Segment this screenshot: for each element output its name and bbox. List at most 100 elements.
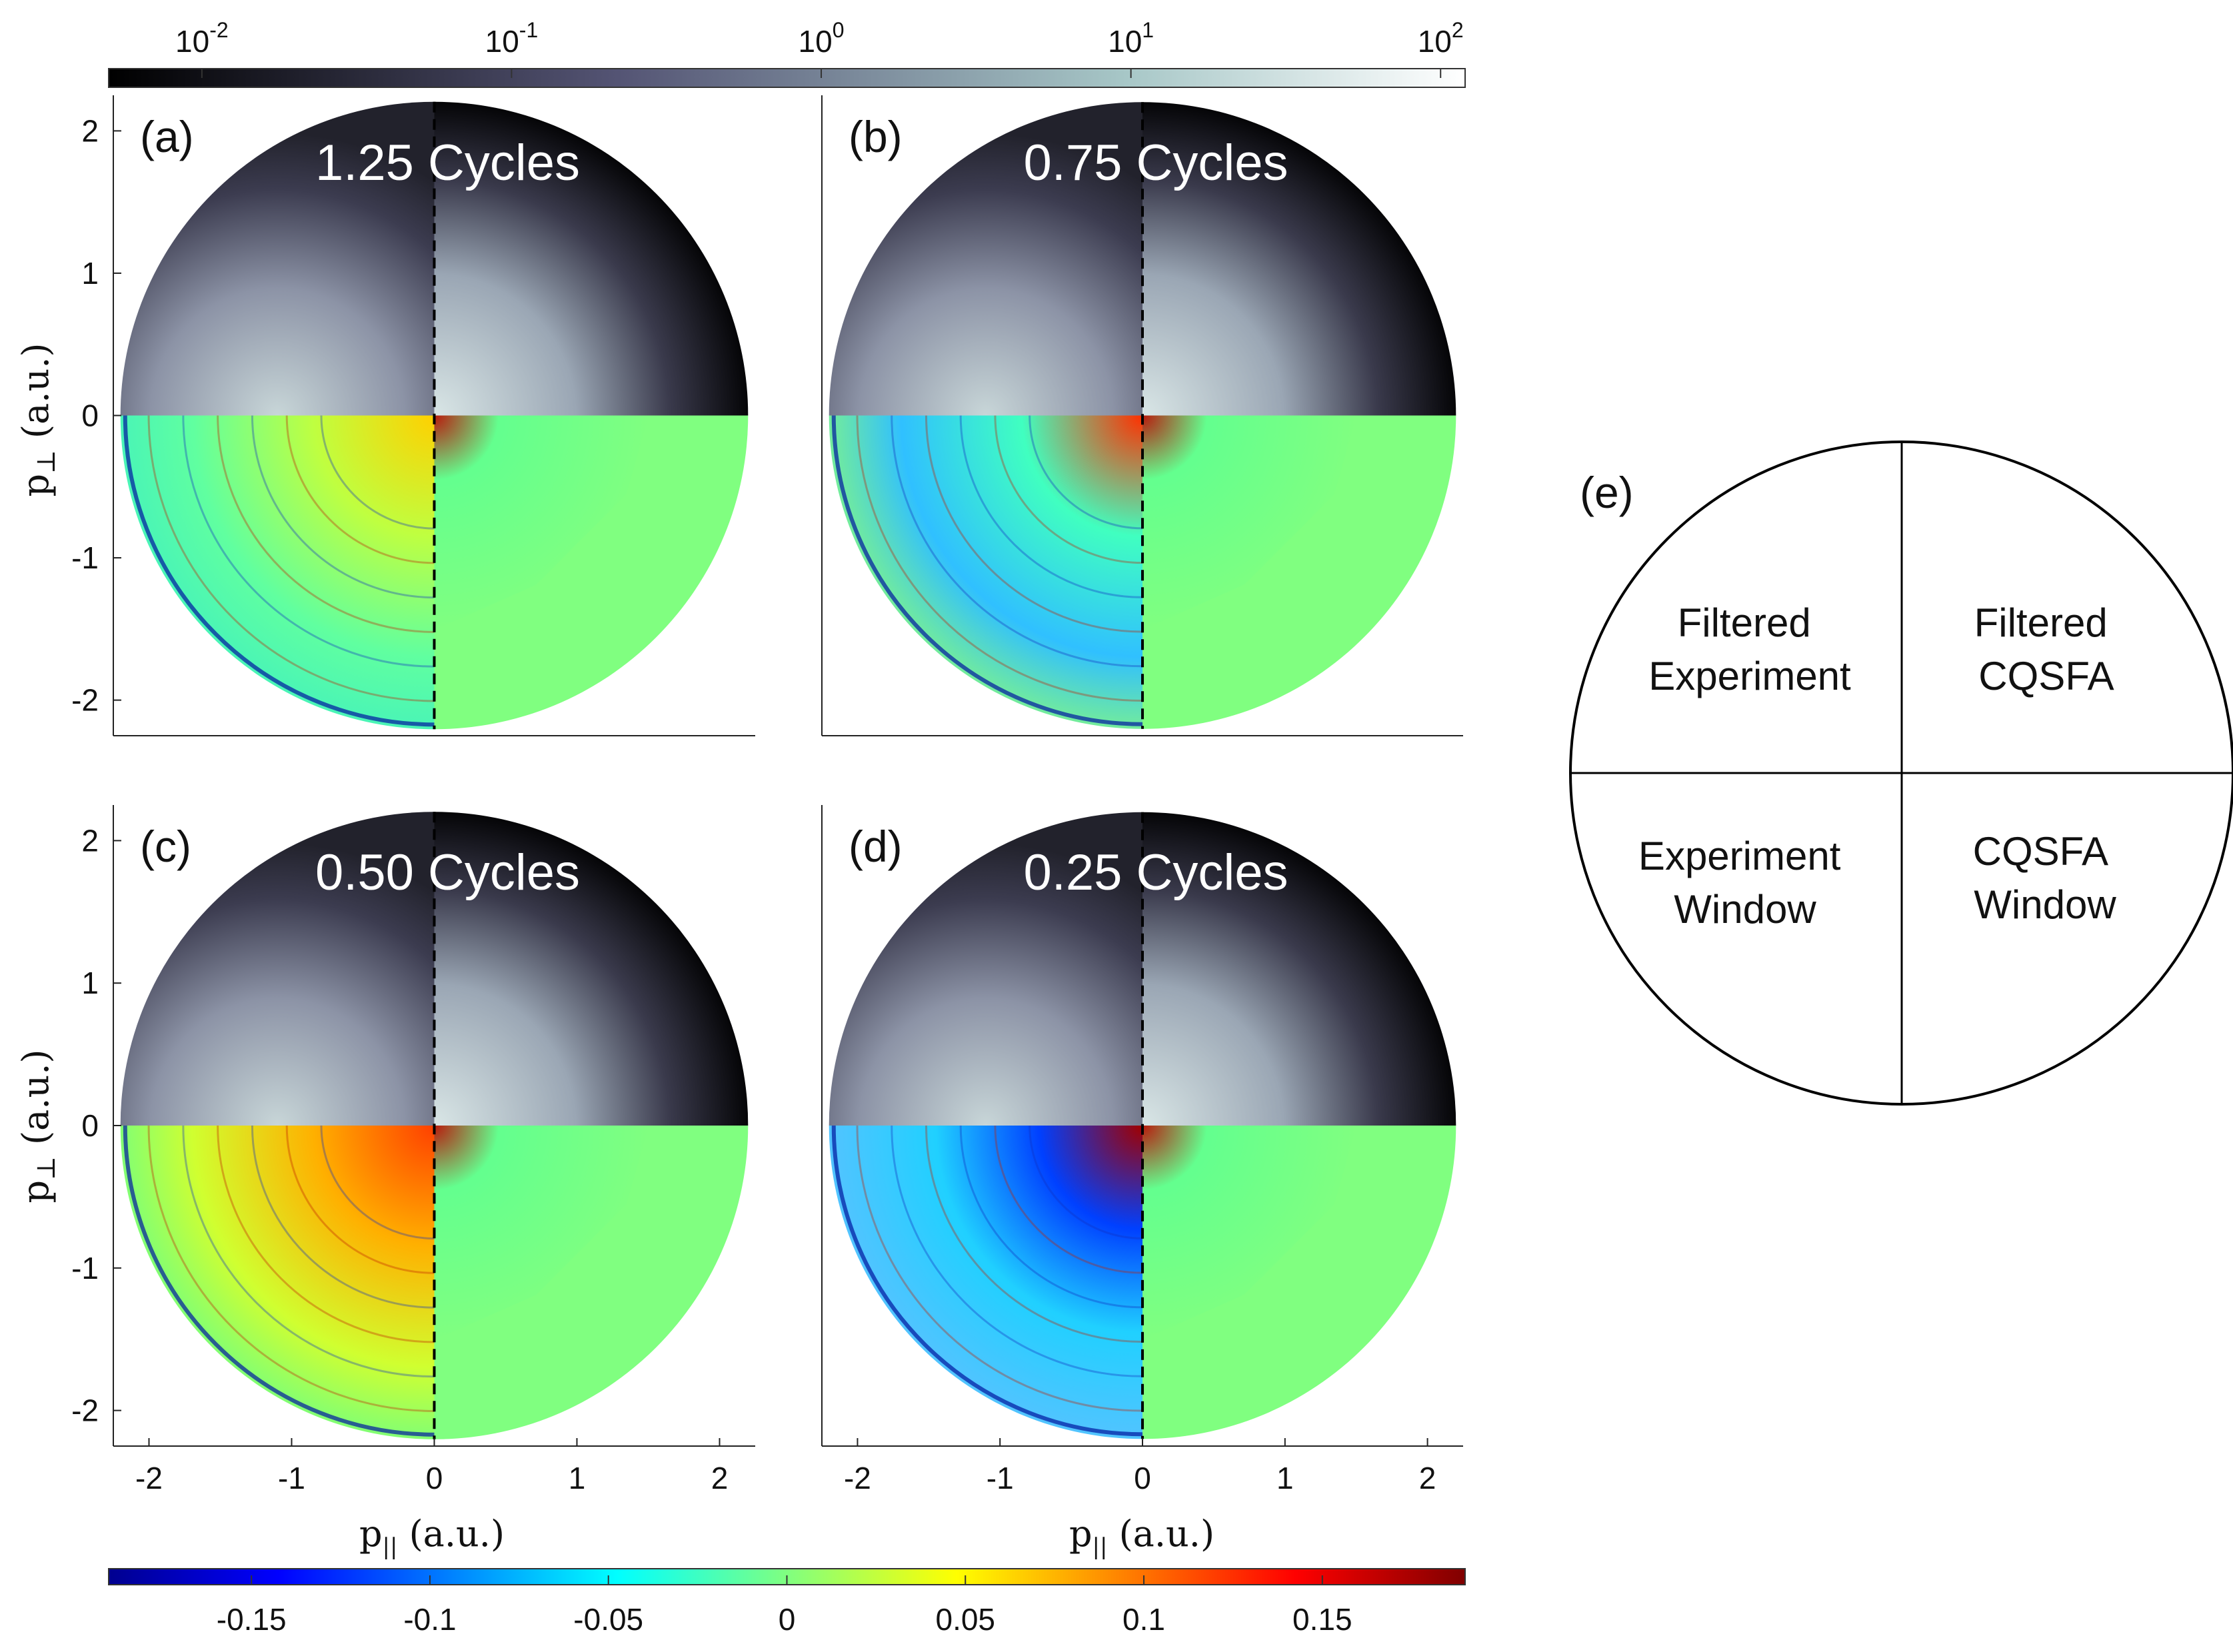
quadrant-cqsfa-window-feature xyxy=(434,415,649,630)
quadrant-filtered-cqsfa xyxy=(1142,102,1456,416)
xlabel-left-sub: || xyxy=(383,1533,398,1560)
fringe-ring xyxy=(251,415,435,599)
quadrant-filtered-experiment xyxy=(829,102,1142,416)
fringe-ring xyxy=(891,1125,1143,1377)
legend-top-right: Filtered CQSFA xyxy=(1974,600,2119,698)
fringe-ring xyxy=(285,1125,435,1274)
legend-top-right-line2: CQSFA xyxy=(1978,654,2114,698)
fringe-ring xyxy=(856,1125,1143,1412)
colorbar-bottom-tick-label: 0 xyxy=(779,1602,796,1637)
quadrant-cqsfa-window-feature xyxy=(1142,415,1357,630)
svg-text:p⊥ (a.u.): p⊥ (a.u.) xyxy=(15,1050,61,1204)
ylabel-top: p⊥ (a.u.) xyxy=(15,343,61,497)
fringe-ring xyxy=(285,415,435,564)
y-tick-label: 2 xyxy=(81,823,99,858)
y-tick-label: 1 xyxy=(81,256,99,291)
rim-ring xyxy=(831,415,1143,726)
quadrant-cqsfa-window-feature xyxy=(1142,1126,1357,1340)
colorbar-bottom-tick-label: 0.05 xyxy=(935,1602,995,1637)
fringe-ring xyxy=(147,1125,435,1412)
fringe-ring xyxy=(320,415,435,530)
y-tick-label: 0 xyxy=(81,399,99,433)
legend-bottom-left: Experiment Window xyxy=(1638,834,1852,932)
legend-bottom-left-line2: Window xyxy=(1674,887,1816,932)
fringe-ring xyxy=(147,415,435,702)
fringe-ring xyxy=(217,1125,435,1343)
fringe-ring xyxy=(925,1125,1143,1343)
legend-top-right-line1: Filtered xyxy=(1974,600,2108,645)
fringe-ring xyxy=(925,415,1143,633)
legend-panel: (e) Filtered Experiment Filtered CQSFA E… xyxy=(1569,440,2233,1106)
colorbar-top-tick-base: 10 xyxy=(175,24,209,59)
fringe-ring xyxy=(251,1125,435,1309)
colorbar-bottom-tick-label: 0.1 xyxy=(1122,1602,1165,1637)
colorbar-top-tick-label: 10-2 xyxy=(175,18,229,59)
panel-b: (b) 0.75 Cycles xyxy=(821,95,1463,736)
panel-tag: (c) xyxy=(140,822,191,871)
panel-d: -2 -1 0 1 2 (d) 0.25 Cycles xyxy=(821,805,1463,1495)
x-tick-label: 2 xyxy=(711,1461,729,1495)
y-tick-label: 1 xyxy=(81,966,99,1000)
quadrant-experiment-window xyxy=(120,1126,435,1439)
colorbar-top-tick-exp: -2 xyxy=(209,18,228,42)
x-tick-label: 0 xyxy=(426,1461,443,1495)
xlabel-right-main: p xyxy=(1069,1513,1093,1555)
ylabel-bottom: p⊥ (a.u.) xyxy=(15,1050,61,1204)
rim-ring xyxy=(123,1125,435,1437)
fringe-ring xyxy=(320,1125,435,1239)
legend-bottom-right: CQSFA Window xyxy=(1973,829,2118,927)
fringe-ring xyxy=(1029,415,1143,530)
legend-bottom-right-line2: Window xyxy=(1974,882,2116,927)
fringe-ring xyxy=(891,415,1143,668)
xlabel-left-main: p xyxy=(359,1513,383,1555)
y-tick-label: 0 xyxy=(81,1108,99,1143)
colorbar-top-tick-base: 10 xyxy=(485,24,519,59)
x-tick-label: 0 xyxy=(1134,1461,1151,1495)
colorbar-top-tick-label: 102 xyxy=(1418,18,1464,59)
fringe-ring xyxy=(994,1125,1143,1274)
legend-bottom-left-line1: Experiment xyxy=(1638,834,1841,878)
x-tick-label: -1 xyxy=(278,1461,305,1495)
quadrant-filtered-cqsfa xyxy=(434,101,749,416)
xlabel-left: p|| (a.u.) xyxy=(359,1513,505,1560)
colorbar-top-tick-base: 10 xyxy=(799,24,833,59)
colorbar-bottom-tick-label: -0.05 xyxy=(573,1602,643,1637)
colorbar-top-gradient xyxy=(108,68,1466,88)
fringe-ring xyxy=(182,1125,435,1378)
quadrant-filtered-cqsfa xyxy=(434,812,749,1126)
ylabel-bottom-sub: ⊥ xyxy=(31,1156,61,1180)
panel-tag: (d) xyxy=(849,822,903,871)
panels: 2 1 0 -1 -2 (a) 1.25 Cycles (b) 0.75 Cycles 2 1 0 -1… xyxy=(71,95,1463,1495)
x-tick-label: 1 xyxy=(1276,1461,1294,1495)
xlabel-right-sub: || xyxy=(1093,1533,1108,1560)
ylabel-top-unit: (a.u.) xyxy=(15,343,57,450)
ylabel-bottom-main: p xyxy=(15,1180,57,1204)
fringe-ring xyxy=(182,415,435,668)
x-tick-label: -2 xyxy=(135,1461,163,1495)
colorbar-top-tick-exp: 2 xyxy=(1452,18,1464,42)
rim-ring xyxy=(123,415,435,727)
colorbar-top-tick-label: 100 xyxy=(799,18,845,59)
panel-title: 1.25 Cycles xyxy=(315,135,580,191)
colorbar-bottom-ticks: -0.15 -0.1 -0.05 0 0.05 0.1 0.15 xyxy=(217,1575,1352,1637)
quadrant-experiment-window xyxy=(829,415,1142,729)
x-tick-label: -1 xyxy=(987,1461,1014,1495)
y-tick-label: -1 xyxy=(71,1251,99,1285)
x-tick-label: 1 xyxy=(569,1461,586,1495)
legend-top-left: Filtered Experiment xyxy=(1648,600,1851,698)
panel-title: 0.25 Cycles xyxy=(1023,844,1288,901)
colorbar-bottom-tick-label: -0.1 xyxy=(403,1602,456,1637)
x-tick-label: 2 xyxy=(1419,1461,1436,1495)
colorbar-top-tick-label: 10-1 xyxy=(485,18,539,59)
panel-c: 2 1 0 -1 -2 -2 -1 0 1 2 (c) 0.50 Cycles xyxy=(71,805,755,1495)
panel-title: 0.75 Cycles xyxy=(1023,135,1288,191)
xlabel-right-unit: (a.u.) xyxy=(1107,1513,1214,1555)
fringe-ring xyxy=(1029,1125,1143,1239)
svg-text:p⊥ (a.u.): p⊥ (a.u.) xyxy=(15,343,61,497)
y-tick-label: 2 xyxy=(81,113,99,148)
fringe-ring xyxy=(217,415,435,633)
quadrant-experiment-window xyxy=(120,415,435,730)
fringe-ring xyxy=(856,415,1143,702)
colorbar-top: 10-2 10-1 100 101 102 xyxy=(108,18,1466,88)
